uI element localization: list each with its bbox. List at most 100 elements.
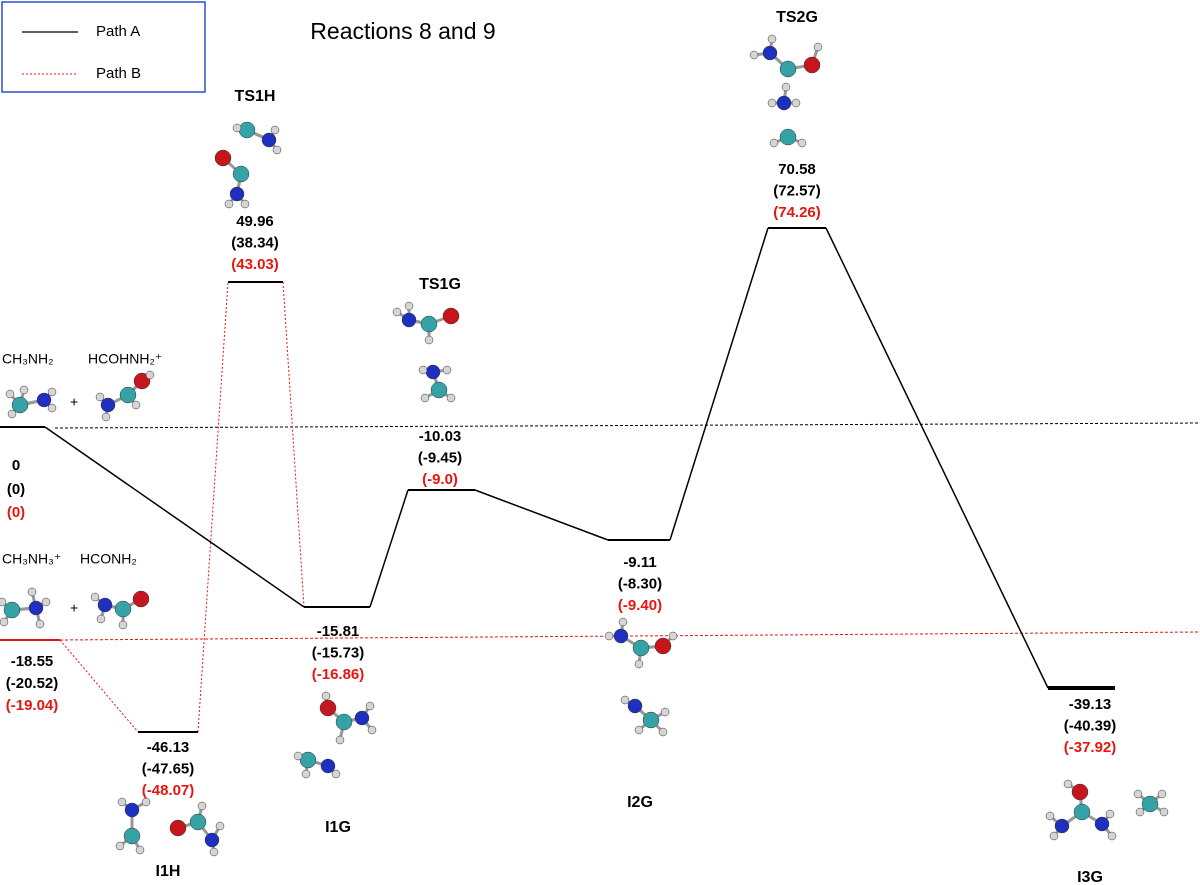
atom (229, 186, 245, 202)
atom (781, 82, 791, 92)
atom (1045, 811, 1055, 821)
atom (401, 312, 417, 328)
molecule (392, 301, 460, 403)
atom (115, 841, 125, 851)
legend-label: Path B (96, 65, 141, 82)
atom (418, 365, 428, 375)
energy: (-48.07) (142, 782, 195, 799)
atom (620, 695, 630, 705)
atom (131, 400, 141, 410)
node-label: I2G (627, 794, 653, 811)
atom (1107, 831, 1117, 841)
atom (446, 393, 456, 403)
atom (430, 381, 448, 399)
energy: -10.03 (419, 428, 462, 445)
plus: + (70, 394, 78, 410)
atom (11, 396, 29, 414)
energy: 70.58 (778, 161, 816, 178)
atom (632, 639, 650, 657)
atom (97, 597, 113, 613)
path-a (474, 489, 609, 541)
atom (1073, 803, 1091, 821)
atom (41, 597, 51, 607)
path-a (825, 227, 1049, 689)
energy: (-9.0) (422, 471, 458, 488)
atom (101, 412, 111, 422)
atom (1157, 789, 1167, 799)
atom (420, 315, 438, 333)
atom (189, 813, 207, 831)
atom (420, 393, 430, 403)
energy: -46.13 (147, 739, 190, 756)
atom (1105, 809, 1115, 819)
atom (425, 364, 441, 380)
atom (261, 132, 277, 148)
atom (1133, 789, 1143, 799)
atom (133, 372, 151, 390)
legend-label: Path A (96, 23, 140, 40)
atom (1094, 816, 1110, 832)
atom (5, 389, 15, 399)
atom (27, 587, 37, 597)
title: Reactions 8 and 9 (310, 18, 495, 44)
energy: (-20.52) (6, 675, 59, 692)
atom (270, 125, 280, 135)
path-b (282, 281, 305, 608)
atom (404, 301, 414, 311)
atom (803, 56, 821, 74)
atom (224, 199, 234, 209)
atom (124, 802, 140, 818)
atom (762, 45, 778, 61)
atom (238, 121, 256, 139)
node-label: I1G (325, 819, 351, 836)
atom (749, 50, 759, 60)
energy: (72.57) (773, 182, 821, 199)
molecule (749, 34, 823, 148)
atom (668, 631, 678, 641)
atom (776, 95, 792, 111)
molecule (0, 587, 51, 629)
atom (634, 725, 644, 735)
atom (769, 138, 779, 148)
molecule (90, 590, 150, 630)
energy: (-47.65) (142, 760, 195, 777)
molecule (115, 797, 225, 857)
atom (335, 713, 353, 731)
energy: (0) (7, 481, 25, 498)
molecule (293, 691, 377, 779)
atom (658, 727, 668, 737)
energy: -18.55 (11, 653, 54, 670)
atom (613, 628, 629, 644)
energy: (-19.04) (6, 697, 59, 714)
atom (331, 769, 341, 779)
energy: 49.96 (236, 213, 274, 230)
atom (813, 42, 823, 52)
atom (123, 827, 141, 845)
atom (618, 617, 628, 627)
energy: 0 (12, 457, 20, 474)
species: HCONH₂ (80, 551, 137, 567)
atom (779, 128, 797, 146)
energy: -39.13 (1069, 696, 1112, 713)
energy: (-37.92) (1064, 739, 1117, 756)
energy: -9.11 (623, 554, 656, 571)
path-a (369, 489, 409, 608)
atom (1054, 818, 1070, 834)
atom (1159, 807, 1169, 817)
path-b (197, 281, 229, 733)
energy: (0) (7, 504, 25, 521)
atom (365, 701, 375, 711)
atom (354, 710, 370, 726)
atom (3, 601, 21, 619)
reference-line (59, 631, 1200, 641)
node-label: TS1G (419, 276, 461, 293)
atom (319, 699, 337, 717)
atom (442, 307, 460, 325)
atom (209, 847, 219, 857)
atom (197, 801, 207, 811)
atom (118, 620, 128, 630)
atom (301, 769, 311, 779)
atom (145, 370, 155, 380)
species: HCOHNH₂⁺ (88, 351, 162, 367)
